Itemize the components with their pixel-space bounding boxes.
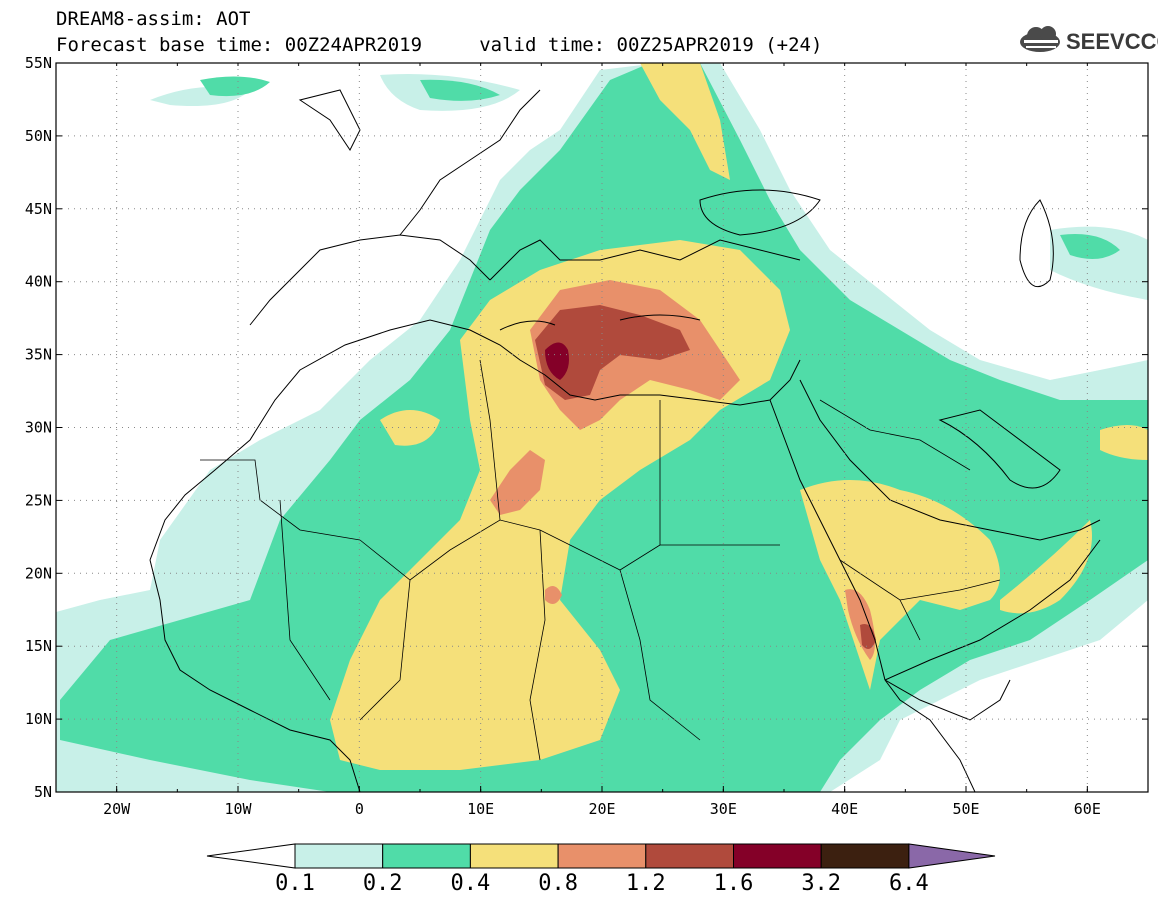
tick-label-lat: 25N	[25, 491, 52, 509]
coastlines	[149, 89, 1101, 792]
tick-label-lat: 45N	[25, 200, 52, 218]
tick-label-lon: 10E	[467, 800, 494, 818]
tick-label-lon: 10W	[224, 800, 252, 818]
colorbar: 0.1 0.2 0.4 0.8 1.2 1.6 3.2 6.4	[206, 843, 996, 896]
tick-label-lon: 20W	[103, 800, 131, 818]
tick-label-lat: 50N	[25, 127, 52, 145]
tick-label-lat: 5N	[34, 783, 52, 801]
colorbar-swatch	[557, 843, 647, 869]
colorbar-label: 0.1	[275, 871, 315, 896]
axis-ticks: 20W 10W 0 10E 20E 30E 40E 50E 60E 55N 50N 45N 40N 35N…	[25, 54, 1149, 818]
tick-label-lat: 15N	[25, 637, 52, 655]
tick-label-lon: 20E	[588, 800, 615, 818]
colorbar-label: 0.2	[363, 871, 403, 896]
tick-label-lon: 50E	[952, 800, 979, 818]
colorbar-swatch	[469, 843, 559, 869]
tick-label-lon: 40E	[831, 800, 858, 818]
seevccc-logo: SEEVCCC	[1020, 26, 1158, 54]
colorbar-swatch	[294, 843, 384, 869]
colorbar-over-arrow	[908, 843, 996, 869]
colorbar-label: 0.8	[538, 871, 578, 896]
tick-label-lat: 10N	[25, 710, 52, 728]
colorbar-swatch	[382, 843, 471, 869]
colorbar-label: 1.6	[714, 871, 754, 896]
aot-band-1.2	[535, 305, 690, 400]
tick-label-lon: 30E	[710, 800, 737, 818]
cloud-icon	[1020, 26, 1060, 52]
colorbar-label: 6.4	[889, 871, 929, 896]
colorbar-label: 3.2	[801, 871, 841, 896]
tick-label-lat: 40N	[25, 273, 52, 291]
colorbar-swatch	[733, 843, 822, 869]
logo-text: SEEVCCC	[1066, 29, 1158, 54]
tick-label-lon: 60E	[1074, 800, 1101, 818]
tick-label-lat: 35N	[25, 346, 52, 364]
aot-band-1.6	[545, 342, 569, 380]
graticule	[56, 63, 1148, 792]
tick-label-lon: 0	[355, 800, 364, 818]
colorbar-label: 1.2	[626, 871, 666, 896]
tick-label-lat: 55N	[25, 54, 52, 72]
title-product: DREAM8-assim: AOT	[56, 8, 251, 30]
tick-label-lat: 20N	[25, 564, 52, 582]
tick-label-lat: 30N	[25, 419, 52, 437]
colorbar-swatch	[645, 843, 734, 869]
title-times: Forecast base time: 00Z24APR2019 valid t…	[56, 34, 823, 56]
colorbar-under-arrow	[206, 843, 296, 869]
colorbar-swatch	[820, 843, 910, 869]
colorbar-label: 0.4	[451, 871, 491, 896]
